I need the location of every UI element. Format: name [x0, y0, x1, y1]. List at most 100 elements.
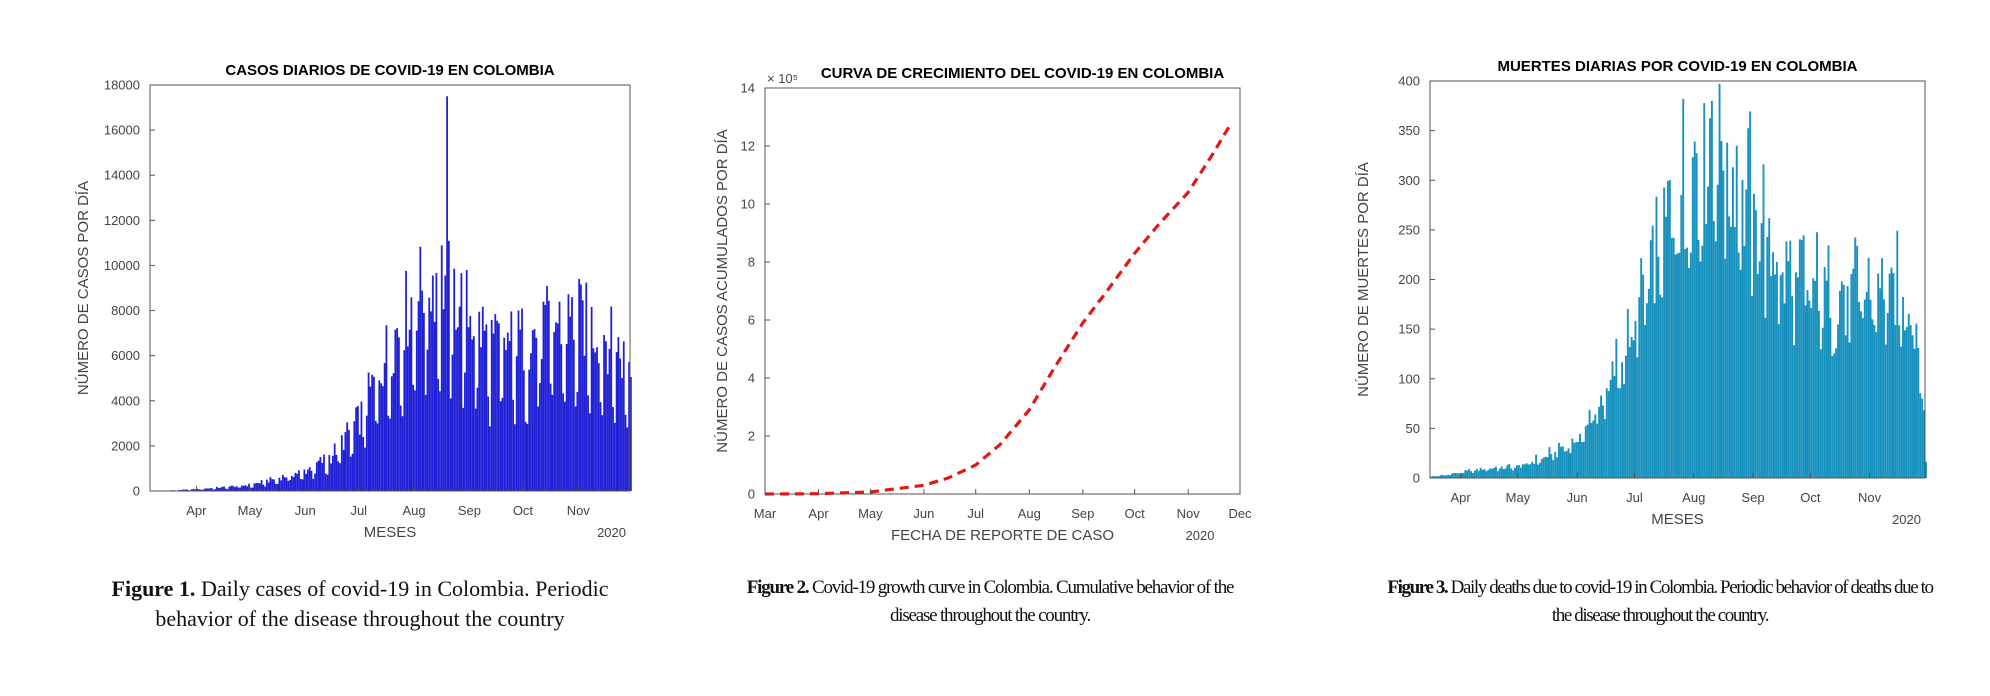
bar — [1548, 447, 1551, 478]
bar — [462, 407, 465, 491]
bar — [332, 455, 334, 491]
bar — [571, 297, 573, 491]
bar — [1837, 324, 1839, 478]
bar — [1682, 98, 1685, 478]
bars-daily-cases — [150, 96, 632, 492]
bar — [1632, 340, 1635, 478]
bar — [365, 415, 368, 491]
bar — [1865, 291, 1868, 478]
bar — [298, 470, 300, 491]
bar — [348, 429, 350, 491]
x-tick-label: Oct — [1800, 490, 1821, 505]
bar — [412, 384, 415, 491]
bar — [1466, 470, 1469, 478]
bar — [340, 435, 343, 491]
bar — [1902, 297, 1904, 478]
bar — [599, 402, 602, 491]
bar — [1666, 181, 1669, 478]
bar — [522, 370, 525, 491]
bar — [469, 315, 472, 491]
bar — [1846, 286, 1849, 478]
bar — [1747, 128, 1750, 478]
bar — [1676, 253, 1679, 478]
bar — [563, 401, 566, 491]
bar — [374, 420, 377, 491]
chart-daily-deaths: MUERTES DIARIAS POR COVID-19 EN COLOMBIA… — [1355, 58, 1927, 528]
bar — [1802, 235, 1805, 478]
bar — [572, 339, 575, 491]
bar — [1819, 349, 1822, 478]
bar — [230, 485, 233, 491]
x-tick-label: Oct — [1125, 506, 1146, 521]
bar — [317, 460, 320, 491]
bar — [207, 488, 209, 491]
bar — [351, 453, 354, 491]
bar — [1437, 476, 1440, 478]
bar — [460, 273, 463, 491]
y-tick-labels: 0 2 4 6 8 10 12 14 — [741, 81, 770, 502]
bar — [619, 358, 622, 491]
bar — [1840, 281, 1843, 478]
bar — [1670, 237, 1673, 478]
bar — [214, 489, 217, 491]
x-tick-label: Nov — [567, 503, 591, 518]
bar — [626, 427, 629, 491]
x-tick-label: Aug — [1018, 506, 1041, 521]
bar — [1609, 379, 1612, 478]
bar — [258, 483, 261, 491]
bar — [1512, 470, 1515, 478]
bar — [562, 393, 564, 491]
bar — [349, 456, 352, 491]
bar — [1603, 419, 1606, 478]
bar — [1838, 290, 1841, 478]
bar — [1485, 471, 1488, 478]
bar — [274, 483, 277, 491]
bar — [497, 323, 500, 491]
bar — [1712, 220, 1715, 478]
x-tick-label: Nov — [1177, 506, 1201, 521]
bar — [1817, 310, 1820, 478]
bar — [1623, 384, 1625, 478]
bar — [224, 488, 227, 491]
bar — [430, 311, 432, 491]
bar — [442, 309, 445, 491]
bar — [1848, 342, 1851, 478]
bar — [1506, 465, 1509, 478]
bar — [1777, 324, 1780, 478]
bar — [440, 245, 443, 491]
bar — [613, 422, 616, 491]
bar — [1852, 268, 1855, 478]
bar — [478, 311, 481, 491]
bar — [1921, 398, 1924, 478]
bar — [282, 474, 284, 491]
bar — [1718, 83, 1721, 478]
bar — [1814, 280, 1817, 478]
bar — [1779, 275, 1782, 478]
bar — [280, 480, 283, 491]
y-tick-labels: 0 2000 4000 6000 8000 10000 12000 14000 16000 180… — [104, 78, 155, 499]
bar — [1911, 335, 1914, 478]
bar — [1655, 196, 1658, 478]
bar — [435, 272, 438, 491]
bar — [455, 329, 457, 491]
bar — [1665, 216, 1667, 479]
bar — [1649, 240, 1652, 478]
bar — [1720, 141, 1723, 478]
bar — [1529, 464, 1532, 478]
bar — [303, 469, 306, 491]
bar — [1871, 319, 1874, 478]
bar — [1479, 467, 1482, 478]
bar — [449, 398, 452, 491]
bar — [355, 407, 357, 491]
bar — [621, 377, 623, 491]
bar — [1754, 210, 1757, 478]
bar — [1709, 118, 1711, 479]
bar — [221, 486, 224, 491]
bar — [398, 337, 400, 491]
bar — [1745, 189, 1748, 478]
bar — [1835, 348, 1838, 478]
bar — [1861, 318, 1864, 478]
bar — [212, 489, 215, 491]
bar — [1881, 258, 1883, 478]
y-tick-label: 8000 — [111, 303, 140, 318]
